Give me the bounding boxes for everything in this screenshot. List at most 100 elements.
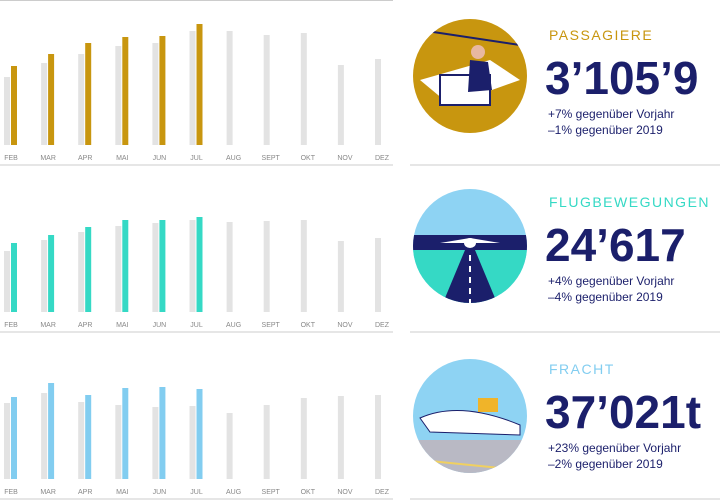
illustration-cargo <box>413 359 527 473</box>
bar <box>375 59 381 145</box>
bar <box>263 35 270 145</box>
bar <box>48 235 55 312</box>
x-tick-label: MAR <box>40 322 56 329</box>
bar <box>48 383 55 479</box>
bar <box>115 46 122 145</box>
x-tick-label: AUG <box>226 155 241 162</box>
bar <box>85 43 92 145</box>
bar <box>263 221 270 312</box>
x-tick-label: JUL <box>190 155 203 162</box>
bar <box>41 63 48 145</box>
bar <box>196 217 203 312</box>
x-tick-label: OKT <box>301 155 316 162</box>
x-tick-label: OKT <box>301 322 316 329</box>
bar <box>85 227 92 312</box>
bar <box>226 222 233 312</box>
bar <box>159 387 166 479</box>
bar <box>122 220 129 312</box>
stat-value: 37’021t <box>545 386 701 438</box>
stat-note: –4% gegenüber 2019 <box>548 290 663 304</box>
x-tick-label: MAR <box>40 489 56 496</box>
bar <box>337 396 344 479</box>
x-tick-label: AUG <box>226 489 241 496</box>
x-tick-label: APR <box>78 322 92 329</box>
x-tick-label: APR <box>78 489 92 496</box>
bar <box>11 66 17 145</box>
x-tick-label: OKT <box>301 489 316 496</box>
bar <box>152 43 159 145</box>
illustration-passengers <box>413 19 527 133</box>
stat-note: +23% gegenüber Vorjahr <box>548 441 681 455</box>
bar <box>226 31 233 145</box>
bar <box>78 402 85 479</box>
x-tick-label: DEZ <box>375 489 390 496</box>
bar <box>122 388 129 479</box>
stat-value: 24’617 <box>545 219 686 271</box>
bar <box>152 223 159 312</box>
bar <box>115 226 122 312</box>
stat-title: FRACHT <box>549 361 615 377</box>
bar <box>300 398 307 479</box>
x-tick-label: SEPT <box>262 322 281 329</box>
x-tick-label: JUN <box>153 489 167 496</box>
x-tick-label: DEZ <box>375 322 390 329</box>
x-tick-label: MAI <box>116 155 129 162</box>
bar <box>337 241 344 312</box>
x-tick-label: JUN <box>153 155 167 162</box>
bar <box>300 33 307 145</box>
bar <box>4 403 10 479</box>
stat-note: –1% gegenüber 2019 <box>548 123 663 137</box>
bar <box>189 220 196 312</box>
bar <box>78 54 85 145</box>
bar <box>41 393 48 479</box>
stat-title: FLUGBEWEGUNGEN <box>549 194 710 210</box>
bar <box>41 240 48 312</box>
x-tick-label: MAI <box>116 489 129 496</box>
bar <box>226 413 233 479</box>
bar <box>375 395 381 479</box>
bar <box>196 389 203 479</box>
bar <box>189 31 196 145</box>
bar <box>4 77 10 145</box>
bar <box>375 238 381 312</box>
x-tick-label: FEB <box>4 155 18 162</box>
bar <box>189 406 196 479</box>
bar <box>4 251 10 312</box>
x-tick-label: APR <box>78 155 92 162</box>
stat-value: 3’105’9 <box>545 52 698 104</box>
stat-note: +7% gegenüber Vorjahr <box>548 107 674 121</box>
x-tick-label: JUN <box>153 322 167 329</box>
bar <box>300 220 307 312</box>
x-tick-label: DEZ <box>375 155 390 162</box>
bar <box>48 54 55 145</box>
stat-note: +4% gegenüber Vorjahr <box>548 274 674 288</box>
x-tick-label: JUL <box>190 489 203 496</box>
bar <box>78 232 85 312</box>
x-tick-label: MAI <box>116 322 129 329</box>
bar <box>196 24 203 145</box>
x-tick-label: NOV <box>337 489 353 496</box>
stat-note: –2% gegenüber 2019 <box>548 457 663 471</box>
x-tick-label: SEPT <box>262 155 281 162</box>
bar <box>159 220 166 312</box>
x-tick-label: FEB <box>4 489 18 496</box>
bar <box>159 36 166 145</box>
bar <box>11 243 17 312</box>
bar <box>263 405 270 479</box>
illustration-runway <box>413 189 527 303</box>
x-tick-label: FEB <box>4 322 18 329</box>
bar <box>152 407 159 479</box>
x-tick-label: NOV <box>337 155 353 162</box>
stat-title: PASSAGIERE <box>549 27 653 43</box>
bar <box>115 405 122 479</box>
bar <box>85 395 92 479</box>
bar <box>122 37 129 145</box>
bar <box>337 65 344 145</box>
x-tick-label: AUG <box>226 322 241 329</box>
x-tick-label: JUL <box>190 322 203 329</box>
x-tick-label: MAR <box>40 155 56 162</box>
x-tick-label: SEPT <box>262 489 281 496</box>
x-tick-label: NOV <box>337 322 353 329</box>
bar <box>11 397 17 479</box>
